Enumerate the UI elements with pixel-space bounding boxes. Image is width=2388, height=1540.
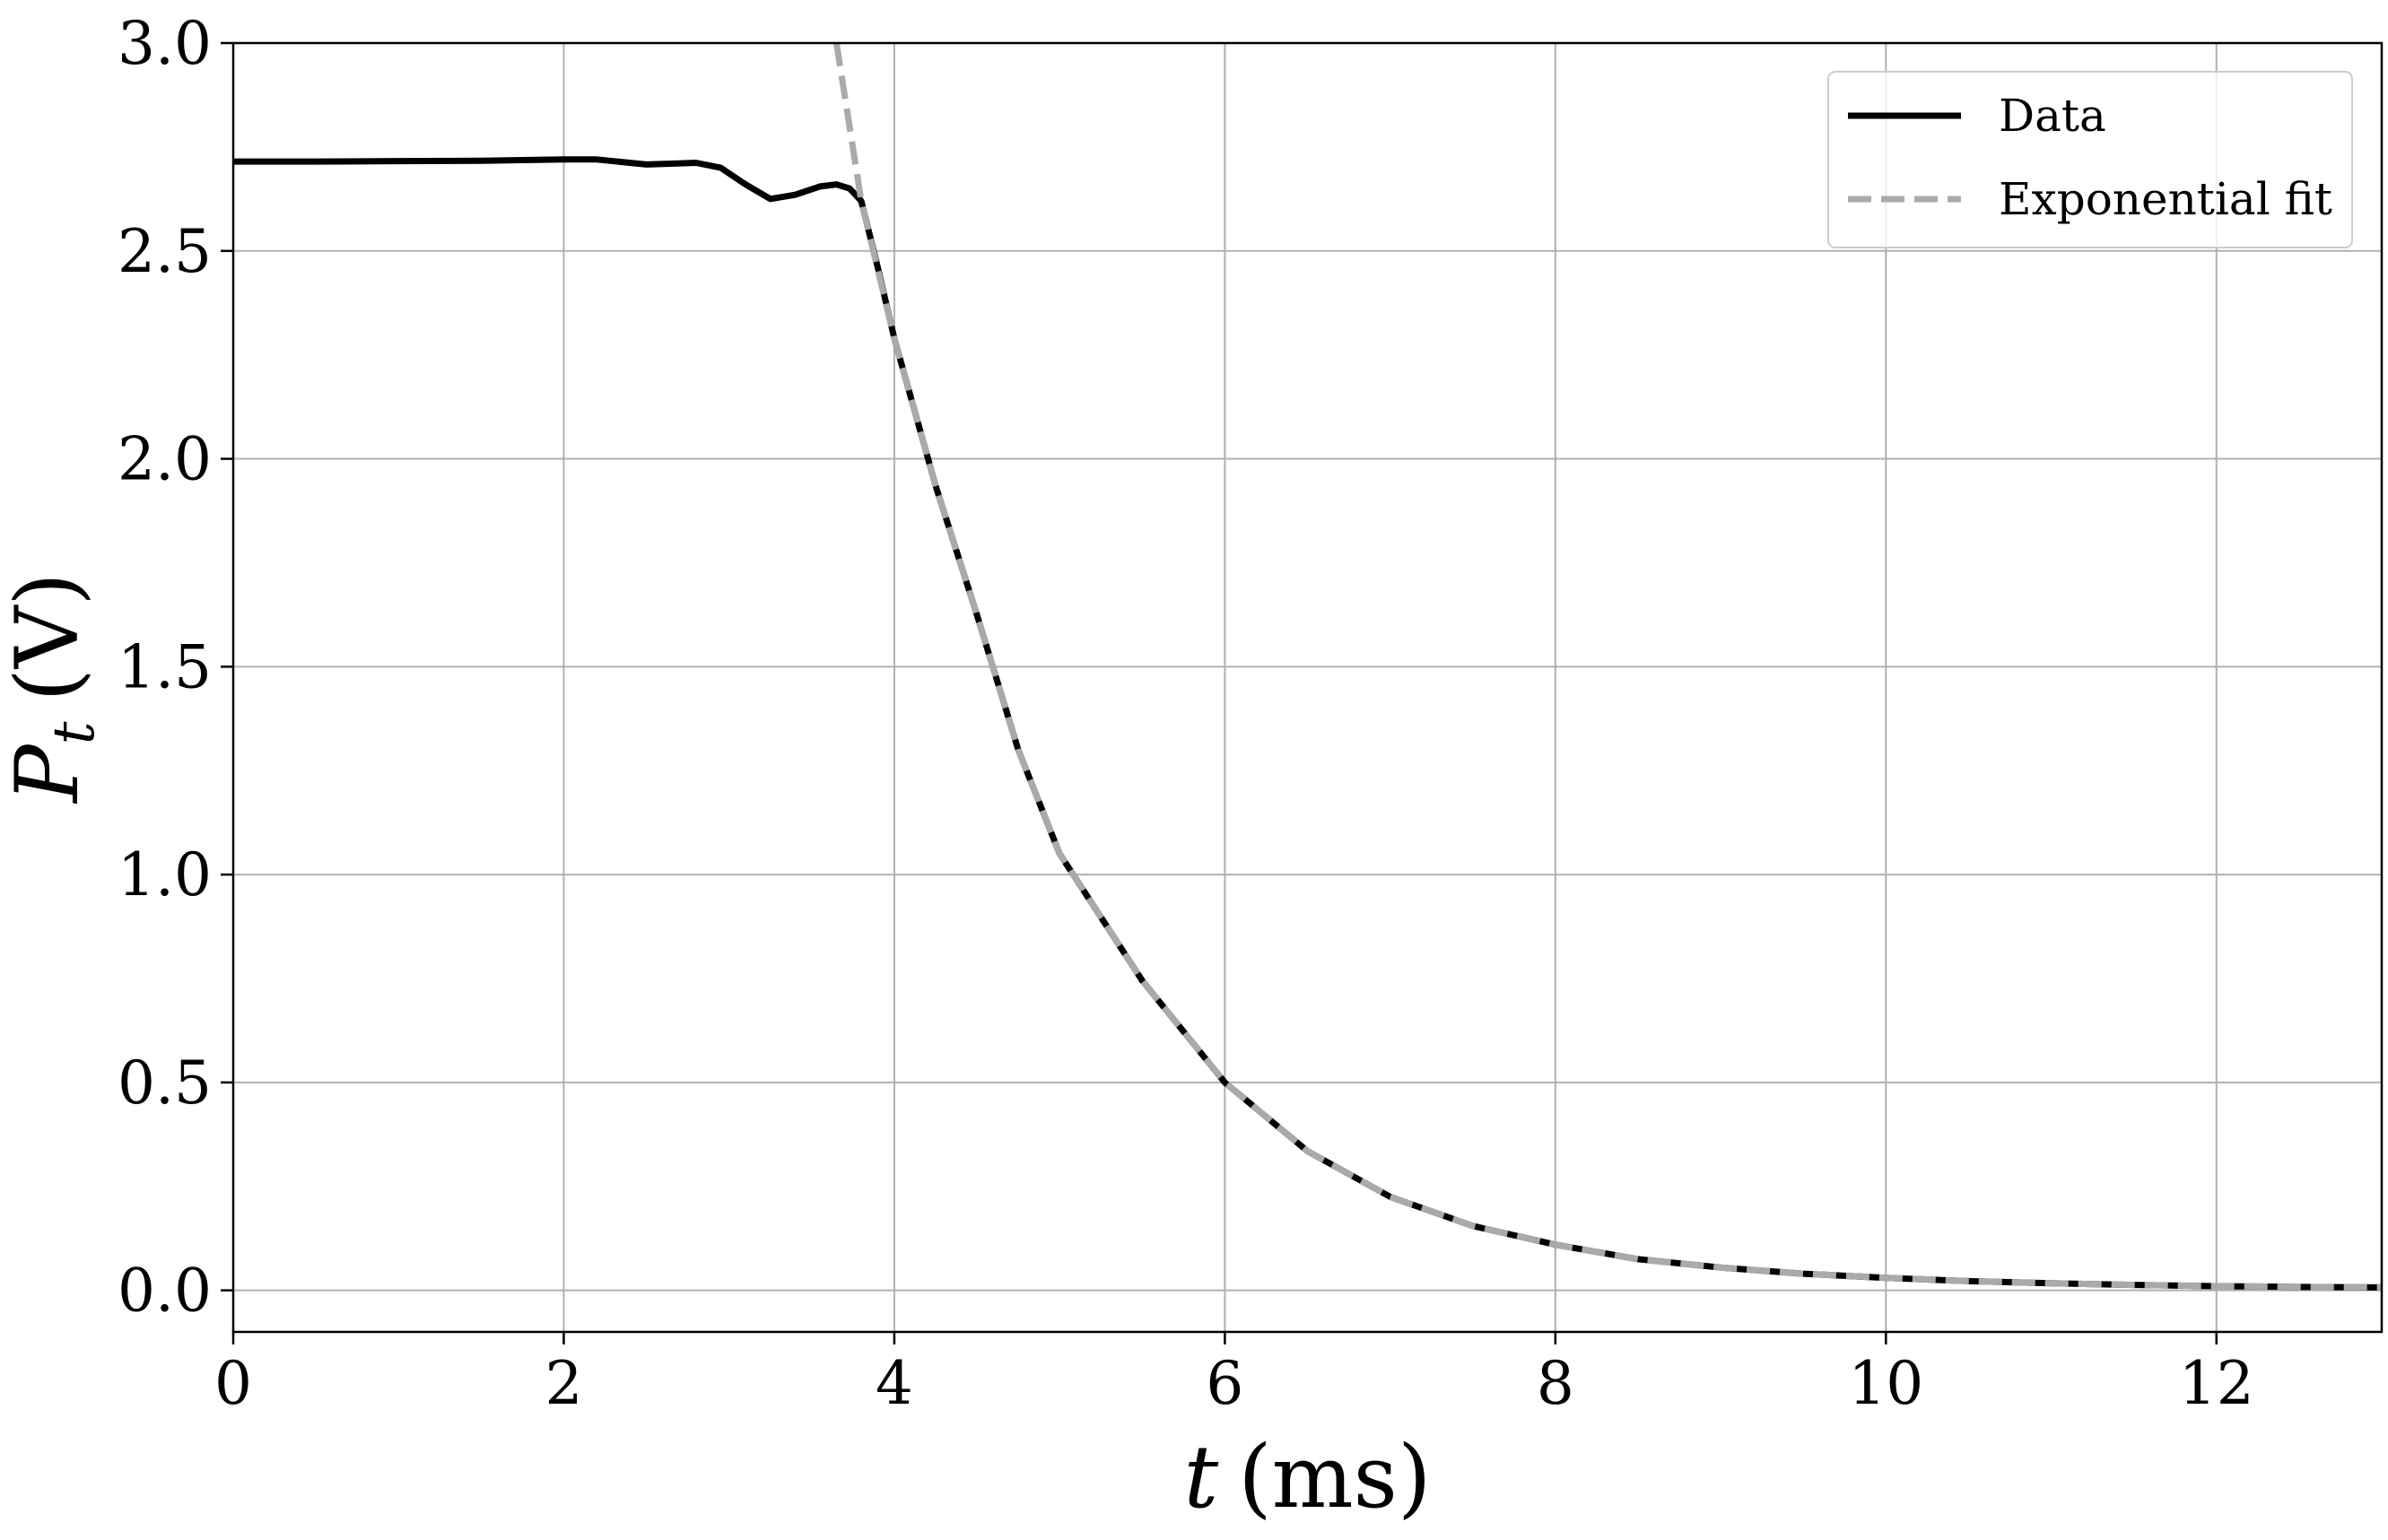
y-tick-label: 1.0 bbox=[118, 840, 212, 909]
x-axis-unit: (ms) bbox=[1238, 1427, 1431, 1527]
y-tick-label: 3.0 bbox=[118, 9, 212, 78]
x-tick-label: 0 bbox=[214, 1349, 252, 1418]
y-tick-label: 2.5 bbox=[118, 217, 212, 286]
legend-label-exponential-fit: Exponential fit bbox=[1999, 173, 2332, 225]
y-axis-symbol: P bbox=[0, 744, 98, 805]
series-line-exponential-fit bbox=[832, 43, 2382, 1291]
y-axis-ticks: 0.0 0.5 1.0 1.5 2.0 2.5 3.0 bbox=[118, 9, 233, 1326]
y-axis-subscript: t bbox=[41, 721, 108, 744]
x-tick-label: 6 bbox=[1206, 1349, 1243, 1418]
x-axis-symbol: t bbox=[1184, 1427, 1219, 1527]
y-axis-title: Pt (V) bbox=[0, 572, 108, 805]
x-tick-label: 2 bbox=[545, 1349, 582, 1418]
x-tick-label: 4 bbox=[876, 1349, 913, 1418]
series-line-data bbox=[233, 156, 2382, 1291]
x-axis-title: t (ms) bbox=[1184, 1427, 1432, 1527]
legend-label-data: Data bbox=[1999, 90, 2106, 142]
x-tick-label: 12 bbox=[2179, 1349, 2254, 1418]
plot-area-frame bbox=[231, 41, 2384, 1334]
y-tick-label: 0.5 bbox=[118, 1048, 212, 1118]
y-tick-label: 1.5 bbox=[118, 632, 212, 701]
plot-series bbox=[233, 43, 2382, 1291]
x-tick-label: 10 bbox=[1848, 1349, 1923, 1418]
x-axis-ticks: 0 2 4 6 8 10 12 bbox=[214, 1332, 2254, 1418]
y-tick-label: 0.0 bbox=[118, 1257, 212, 1326]
y-axis-unit: (V) bbox=[0, 572, 98, 701]
x-tick-label: 8 bbox=[1537, 1349, 1574, 1418]
legend: Data Exponential fit bbox=[1827, 71, 2353, 248]
y-tick-label: 2.0 bbox=[118, 425, 212, 494]
